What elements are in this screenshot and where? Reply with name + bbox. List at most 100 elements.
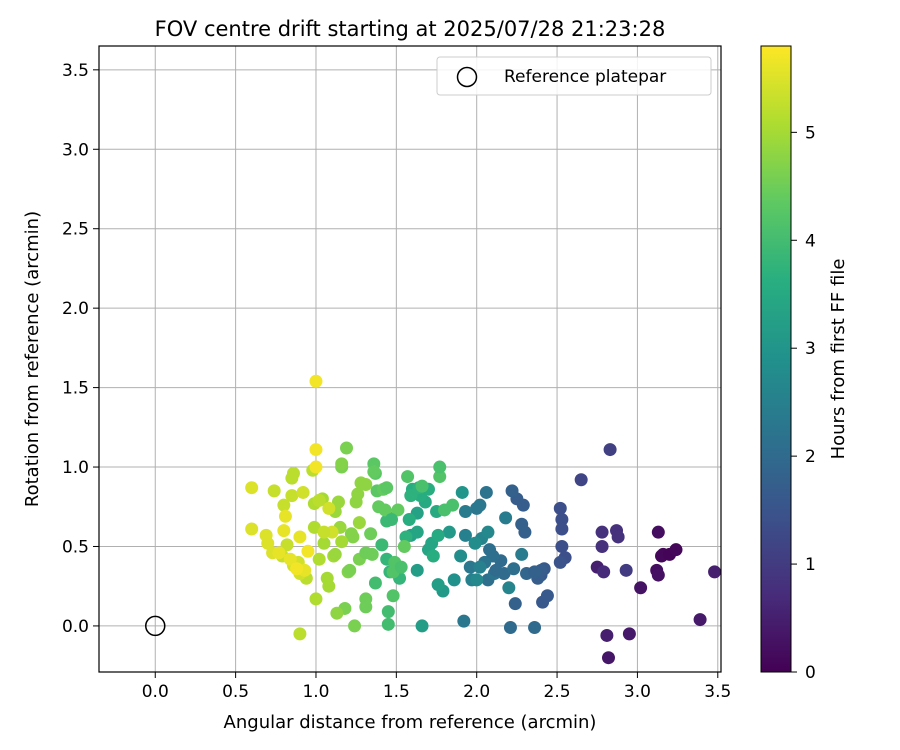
- data-point: [651, 568, 665, 582]
- data-point: [574, 473, 588, 487]
- data-point: [283, 552, 297, 566]
- data-point: [386, 589, 400, 603]
- data-point: [536, 595, 550, 609]
- data-point: [515, 547, 529, 561]
- data-point: [385, 512, 399, 526]
- data-point: [603, 443, 617, 457]
- y-tick-label: 1.5: [62, 379, 89, 399]
- colorbar-tick-label: 2: [805, 447, 816, 467]
- data-point: [309, 443, 323, 457]
- x-tick-label: 1.5: [383, 682, 410, 702]
- data-point: [455, 485, 469, 499]
- colorbar-tick-label: 4: [805, 231, 816, 251]
- y-tick-label: 0.0: [62, 617, 89, 637]
- data-point: [595, 539, 609, 553]
- data-point: [307, 520, 321, 534]
- data-point: [348, 619, 362, 633]
- data-point: [397, 539, 411, 553]
- data-point: [381, 605, 395, 619]
- y-tick-label: 3.0: [62, 140, 89, 160]
- legend-label: Reference platepar: [504, 67, 666, 87]
- data-point: [394, 560, 408, 574]
- data-point: [290, 562, 304, 576]
- data-point: [468, 536, 482, 550]
- colorbar-ticks: 0 1 2 3 4 5: [791, 123, 816, 683]
- data-point: [404, 489, 418, 503]
- data-point: [433, 470, 447, 484]
- plot-frame: [98, 45, 722, 673]
- data-point: [651, 525, 665, 539]
- x-tick-label: 2.0: [463, 682, 490, 702]
- data-point: [622, 627, 636, 641]
- data-point: [293, 530, 307, 544]
- y-axis-label: Rotation from reference (arcmin): [22, 211, 43, 507]
- data-point: [669, 543, 683, 557]
- data-point: [470, 573, 484, 587]
- data-point: [505, 484, 519, 498]
- data-point: [391, 503, 405, 517]
- data-point: [473, 498, 487, 512]
- data-point: [380, 481, 394, 495]
- grid: [99, 46, 721, 672]
- y-tick-label: 2.0: [62, 299, 89, 319]
- y-tick-label: 0.5: [62, 537, 89, 557]
- data-point: [368, 576, 382, 590]
- data-point: [277, 524, 291, 538]
- data-point: [359, 546, 373, 560]
- reference-platepar-marker: [145, 615, 166, 637]
- data-point: [359, 478, 373, 492]
- y-tick-label: 1.0: [62, 458, 89, 478]
- data-point: [312, 493, 326, 507]
- data-point: [293, 627, 307, 641]
- x-tick-label: 2.5: [544, 682, 571, 702]
- data-point: [611, 530, 625, 544]
- data-point: [442, 525, 456, 539]
- data-point: [458, 528, 472, 542]
- colorbar: 0 1 2 3 4 5 Hours from first FF file: [760, 45, 849, 683]
- data-point: [601, 651, 615, 665]
- data-point: [619, 563, 633, 577]
- x-tick-label: 1.0: [302, 682, 329, 702]
- data-point: [272, 546, 286, 560]
- data-point: [499, 511, 513, 525]
- data-point: [402, 512, 416, 526]
- data-point: [401, 470, 415, 484]
- legend: Reference platepar: [436, 56, 712, 96]
- data-point: [410, 525, 424, 539]
- data-point: [508, 597, 522, 611]
- chart-title: FOV centre drift starting at 2025/07/28 …: [155, 17, 666, 41]
- x-tick-label: 3.0: [624, 682, 651, 702]
- data-point: [463, 560, 477, 574]
- data-point: [343, 563, 357, 577]
- data-point: [320, 571, 334, 585]
- data-point: [349, 495, 363, 509]
- data-point: [296, 485, 310, 499]
- data-point: [553, 555, 567, 569]
- data-point: [446, 498, 460, 512]
- data-point: [415, 619, 429, 633]
- data-point: [503, 621, 517, 635]
- data-point: [352, 516, 366, 530]
- data-point: [410, 563, 424, 577]
- data-point: [245, 522, 259, 536]
- data-point: [378, 503, 392, 517]
- data-point: [312, 552, 326, 566]
- data-point: [433, 460, 447, 474]
- data-point: [267, 484, 281, 498]
- data-point: [600, 628, 614, 642]
- data-point: [381, 617, 395, 631]
- data-point: [309, 460, 323, 474]
- data-point: [317, 536, 331, 550]
- x-axis-label: Angular distance from reference (arcmin): [224, 712, 597, 733]
- data-point: [309, 592, 323, 606]
- data-point: [335, 457, 349, 471]
- data-point: [301, 544, 315, 558]
- data-point: [481, 525, 495, 539]
- colorbar-tick-label: 3: [805, 339, 816, 359]
- data-point: [458, 505, 472, 519]
- data-point: [553, 501, 567, 515]
- data-point: [340, 441, 354, 455]
- data-point: [708, 565, 721, 579]
- data-point: [473, 560, 487, 574]
- data-point: [693, 613, 707, 627]
